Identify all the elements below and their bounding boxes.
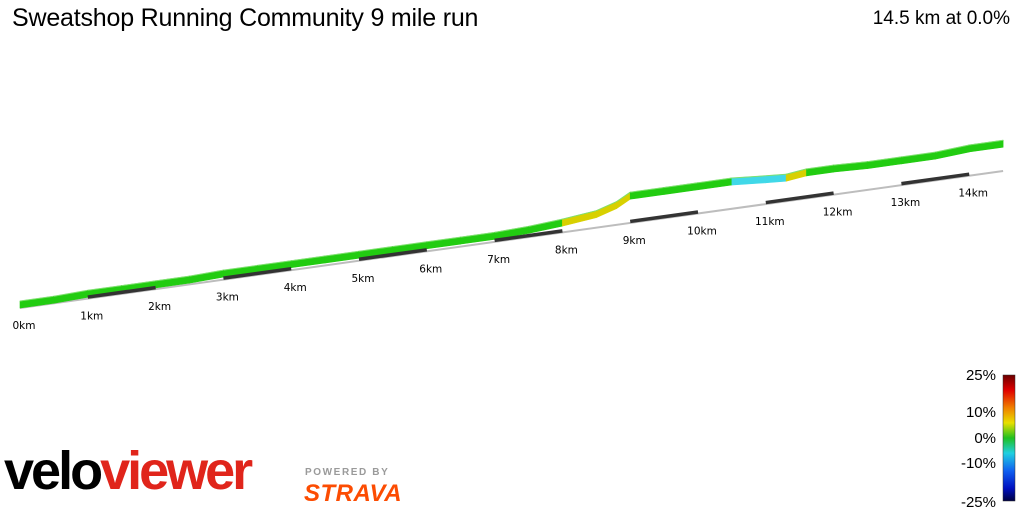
profile-segment-top [616,191,631,203]
veloviewer-logo[interactable]: veloviewer [4,441,253,501]
profile-segment [785,168,807,182]
profile-segment-top [19,295,54,302]
profile-segment [867,156,902,169]
route-profile [19,139,1004,309]
profile-segment-top [528,218,563,227]
gradient-legend-bar [1002,374,1016,502]
profile-segment-top [765,173,787,177]
profile-segment [562,210,597,227]
km-tick-label: 11km [755,216,785,228]
profile-segment-top [664,182,699,188]
profile-segment-top [786,168,807,175]
profile-segment-top [562,210,597,220]
km-tick-labels: 0km 1km 2km 3km 4km 5km 6km 7km 8km 9km 10km 11km 12… [13,188,989,332]
profile-segment [629,187,665,200]
km-tick-label: 1km [80,311,103,323]
legend-label-25: 25% [966,367,996,384]
km-tick-label: 13km [891,197,921,209]
profile-segment-top [494,225,529,233]
profile-segment-top [697,177,732,184]
profile-segment-top [596,201,617,212]
profile-segment-top [87,285,122,291]
km-tick-label: 8km [555,244,578,256]
km-tick-label: 12km [823,207,853,219]
powered-by-label: POWERED BY [305,467,390,478]
route-summary: 14.5 km at 0.0% [872,8,1010,29]
km-tick-label: 9km [623,235,646,247]
profile-segment-top [935,144,970,153]
km-tick-label: 3km [216,292,239,304]
legend-label-minus-10: -10% [961,455,996,472]
km-distance-bar [629,210,699,224]
km-distance-bar [901,172,970,186]
profile-segment-top [901,151,936,158]
profile-segment-top [325,250,360,257]
km-tick-label: 0km [13,320,36,332]
gradient-legend: 25% 10% 0% -10% -25% [961,367,1016,511]
profile-segment-top [53,289,88,297]
profile-segment-top [189,269,224,277]
profile-segment-top [969,139,1004,146]
km-tick-label: 2km [148,301,171,313]
legend-label-10: 10% [966,404,996,421]
km-tick-label: 5km [352,273,375,285]
profile-segment-top [392,241,427,248]
km-tick-label: 14km [958,188,988,200]
km-distance-bar [223,266,292,280]
legend-label-0: 0% [974,430,996,447]
profile-segment-top [223,264,258,271]
strava-logo[interactable]: STRAVA [304,480,403,507]
profile-segment-top [806,164,834,170]
km-distance-bar [765,191,834,205]
profile-segment [663,182,699,195]
profile-segment-top [121,280,156,287]
km-distance-bar [87,285,156,299]
km-tick-label: 7km [487,254,510,266]
km-distance-bar [358,248,428,261]
profile-segment [697,177,733,191]
profile-segment-top [155,275,190,282]
profile-segment-top [460,231,495,238]
km-distance-bars [87,172,970,299]
profile-segment-top [358,246,393,252]
profile-segment [968,139,1004,153]
profile-segment-top [731,175,766,179]
profile-segment [901,151,936,165]
profile-segment-top [257,260,292,266]
profile-segment-top [630,186,665,193]
km-distance-bar [494,229,563,243]
profile-segment-top [426,236,461,243]
profile-segment-top [291,255,326,262]
legend-label-minus-25: -25% [961,494,996,511]
km-tick-label: 10km [687,226,717,238]
profile-segment-top [867,156,902,163]
profile-segment [934,144,970,160]
km-tick-label: 4km [284,282,307,294]
km-tick-label: 6km [419,263,442,275]
route-title: Sweatshop Running Community 9 mile run [12,4,479,32]
profile-segment-top [833,161,868,166]
